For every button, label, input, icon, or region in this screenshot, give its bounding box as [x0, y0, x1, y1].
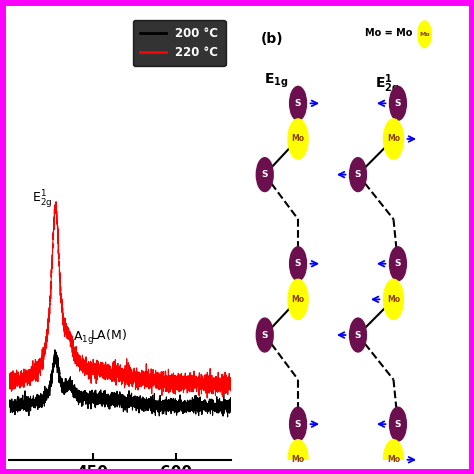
Legend: 200 °C, 220 °C: 200 °C, 220 °C	[133, 20, 226, 66]
Text: S: S	[295, 419, 301, 428]
Circle shape	[383, 279, 403, 319]
Text: S: S	[295, 99, 301, 108]
Circle shape	[383, 440, 403, 474]
Circle shape	[390, 407, 406, 441]
Text: $\mathrm{A_{1g}}$: $\mathrm{A_{1g}}$	[73, 328, 94, 346]
Text: $\mathbf{E^{1}_{2g}}$: $\mathbf{E^{1}_{2g}}$	[374, 72, 399, 97]
Circle shape	[349, 158, 366, 191]
Circle shape	[288, 440, 308, 474]
Text: $\mathbf{E_{1g}}$: $\mathbf{E_{1g}}$	[264, 72, 288, 91]
Text: Mo: Mo	[419, 32, 430, 37]
Text: Mo: Mo	[292, 456, 305, 464]
Text: S: S	[262, 170, 268, 179]
Text: S: S	[295, 259, 301, 268]
Text: Mo: Mo	[292, 295, 305, 304]
Text: Mo: Mo	[387, 135, 400, 144]
Circle shape	[390, 86, 406, 120]
Text: $\mathrm{E^{1}_{2g}}$: $\mathrm{E^{1}_{2g}}$	[32, 188, 52, 210]
Text: $\mathrm{LA(M)}$: $\mathrm{LA(M)}$	[90, 328, 127, 343]
Circle shape	[383, 119, 403, 159]
Circle shape	[290, 407, 307, 441]
Text: Mo: Mo	[387, 295, 400, 304]
Text: S: S	[355, 330, 361, 339]
Text: Mo: Mo	[387, 456, 400, 464]
Circle shape	[288, 119, 308, 159]
Circle shape	[288, 279, 308, 319]
Circle shape	[290, 247, 307, 281]
Circle shape	[349, 318, 366, 352]
Text: Mo: Mo	[292, 135, 305, 144]
Text: (b): (b)	[260, 32, 283, 46]
Text: Mo = Mo: Mo = Mo	[365, 27, 412, 37]
Circle shape	[256, 318, 273, 352]
Circle shape	[256, 158, 273, 191]
Text: S: S	[395, 259, 401, 268]
Circle shape	[418, 21, 431, 48]
Text: S: S	[355, 170, 361, 179]
Text: S: S	[262, 330, 268, 339]
Text: S: S	[395, 419, 401, 428]
Text: S: S	[395, 99, 401, 108]
Circle shape	[390, 247, 406, 281]
Circle shape	[290, 86, 307, 120]
